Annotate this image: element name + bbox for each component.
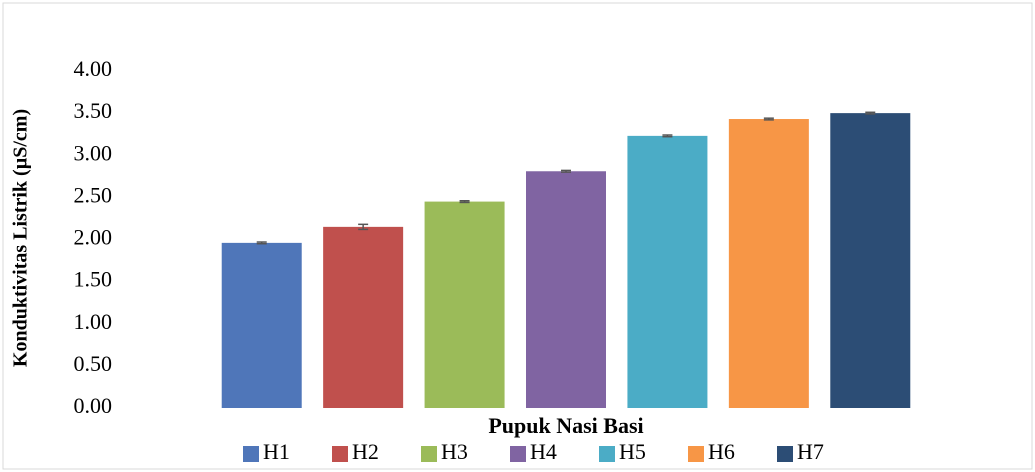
y-tick-label: 0.00 (74, 393, 113, 418)
legend-swatch (777, 446, 793, 462)
y-tick-label: 0.50 (74, 351, 113, 376)
bar (627, 136, 707, 408)
y-axis-label: Konduktivitas Listrik (µS/cm) (10, 109, 32, 367)
y-tick-label: 1.50 (74, 267, 113, 292)
legend-swatch (421, 446, 437, 462)
legend-swatch (243, 446, 259, 462)
y-tick-label: 4.00 (74, 56, 113, 81)
legend-swatch (599, 446, 615, 462)
legend-label: H7 (797, 439, 824, 464)
legend-label: H6 (708, 439, 735, 464)
bar (830, 113, 910, 408)
legend-swatch (332, 446, 348, 462)
legend-label: H1 (263, 439, 290, 464)
legend-label: H5 (619, 439, 646, 464)
y-tick-label: 3.00 (74, 140, 113, 165)
legend-label: H2 (352, 439, 379, 464)
y-tick-label: 2.50 (74, 182, 113, 207)
bar (729, 119, 809, 408)
legend-label: H3 (441, 439, 468, 464)
y-tick-label: 2.00 (74, 225, 113, 250)
chart: Pupuk Nasi Basi Konduktivitas Listrik (µ… (0, 0, 1035, 472)
legend-swatch (510, 446, 526, 462)
bar (526, 171, 606, 408)
x-axis-label: Pupuk Nasi Basi (488, 413, 643, 438)
bar (323, 227, 403, 408)
legend-swatch (688, 446, 704, 462)
legend-label: H4 (530, 439, 557, 464)
y-tick-label: 3.50 (74, 98, 113, 123)
bar (425, 202, 505, 408)
y-tick-label: 1.00 (74, 309, 113, 334)
bar (222, 243, 302, 408)
